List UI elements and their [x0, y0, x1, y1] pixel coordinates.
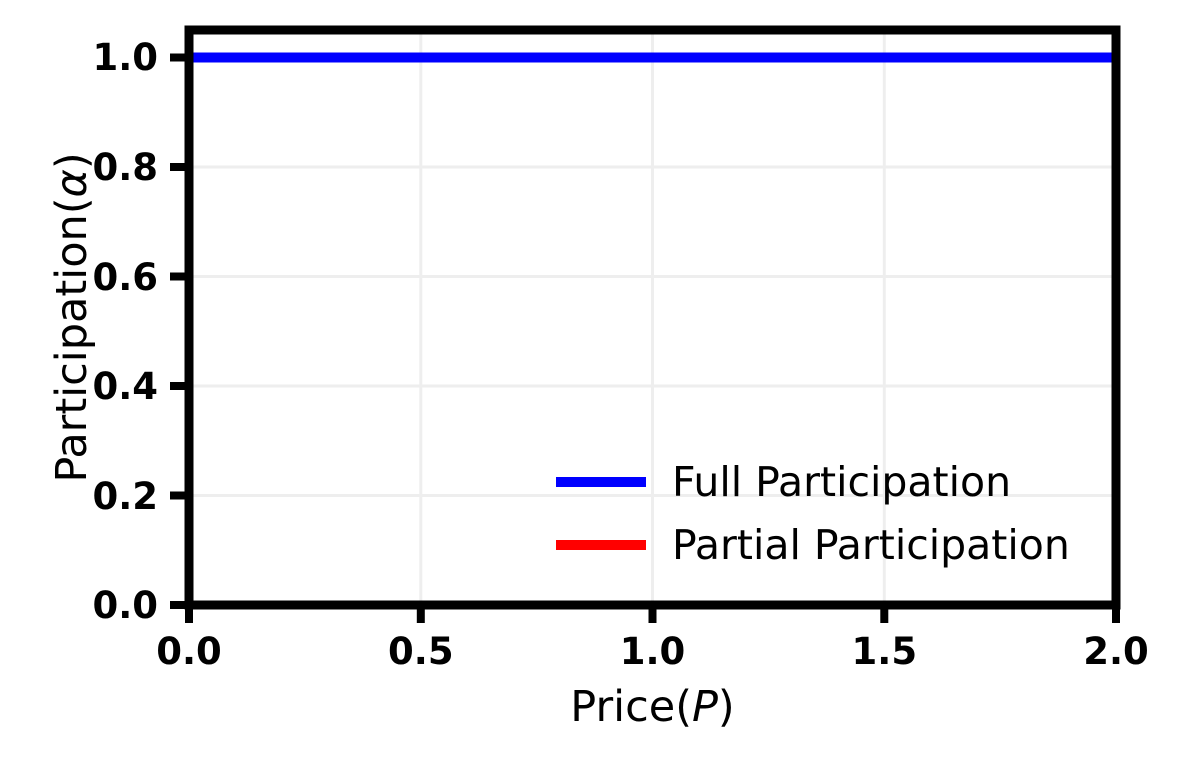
y-tick-label: 0.6 [92, 256, 158, 299]
legend-entry-full-participation: Full Participation [556, 458, 1011, 506]
y-tick-label: 0.4 [92, 365, 158, 408]
y-tick-label: 1.0 [92, 36, 158, 79]
x-tick-label: 0.0 [156, 630, 222, 673]
x-tick-label: 1.5 [852, 630, 918, 673]
y-tick-label: 0.8 [92, 146, 158, 189]
legend: Full Participation Partial Participation [556, 458, 1070, 569]
x-tick-label: 1.0 [620, 630, 686, 673]
y-tick-label: 0.0 [92, 584, 158, 627]
x-tick-labels: 0.0 0.5 1.0 1.5 2.0 [156, 630, 1149, 673]
x-axis-label: Price(P) [570, 682, 734, 732]
legend-label-full-participation: Full Participation [672, 458, 1011, 506]
y-axis-label: Participation(α) [47, 152, 97, 482]
y-tick-labels: 0.0 0.2 0.4 0.6 0.8 1.0 [92, 36, 158, 627]
tick-marks [170, 53, 1120, 623]
x-tick-label: 0.5 [388, 630, 454, 673]
legend-label-partial-participation: Partial Participation [672, 521, 1070, 569]
y-tick-label: 0.2 [92, 475, 158, 518]
gridlines [189, 30, 1116, 605]
x-tick-label: 2.0 [1083, 630, 1149, 673]
legend-entry-partial-participation: Partial Participation [556, 521, 1070, 569]
